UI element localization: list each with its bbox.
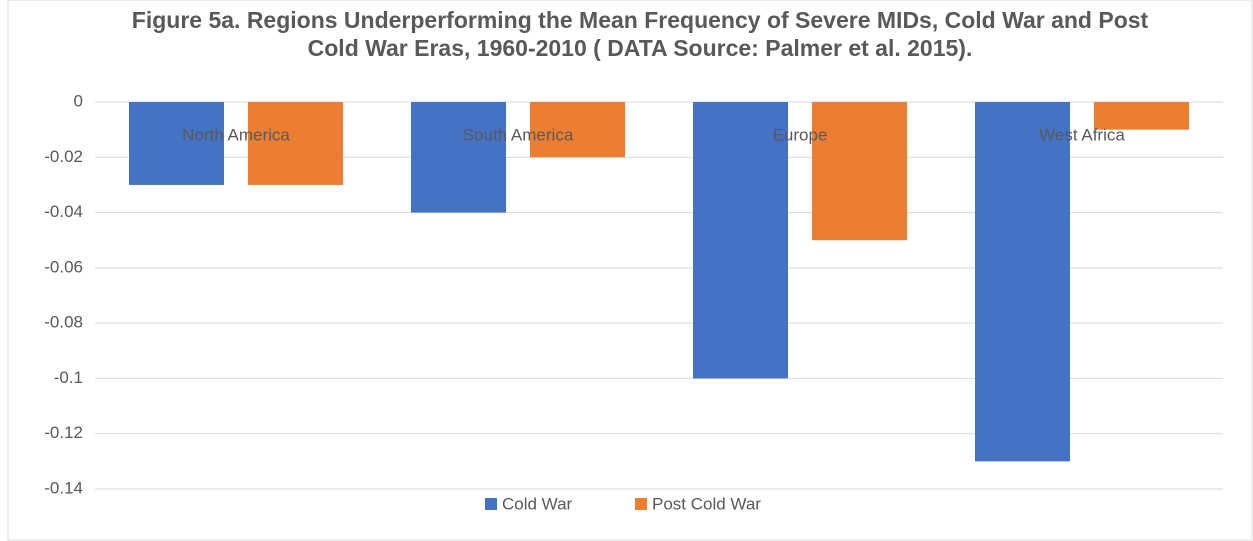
x-tick-label: West Africa	[1039, 125, 1125, 144]
bar	[248, 102, 343, 185]
y-tick-label: -0.08	[44, 313, 83, 332]
y-tick-label: -0.02	[44, 147, 83, 166]
bar	[1094, 102, 1189, 130]
legend-label: Cold War	[502, 494, 573, 513]
bar	[530, 102, 625, 158]
y-tick-label: -0.12	[44, 423, 83, 442]
x-tick-label: North America	[182, 125, 290, 144]
chart-title: Figure 5a. Regions Underperforming the M…	[131, 7, 1149, 61]
y-tick-label: -0.14	[44, 478, 83, 497]
chart-border	[7, 0, 1253, 541]
legend-swatch	[485, 498, 497, 510]
bar	[411, 102, 506, 213]
bar	[129, 102, 224, 185]
y-tick-label: 0	[74, 91, 83, 110]
legend-label: Post Cold War	[652, 494, 761, 513]
y-tick-label: -0.1	[54, 368, 83, 387]
x-tick-label: South America	[463, 125, 574, 144]
bar	[975, 102, 1070, 462]
bar	[812, 102, 907, 241]
y-tick-label: -0.06	[44, 257, 83, 276]
bar	[693, 102, 788, 379]
y-tick-label: -0.04	[44, 202, 83, 221]
legend-swatch	[635, 498, 647, 510]
x-tick-label: Europe	[773, 125, 828, 144]
